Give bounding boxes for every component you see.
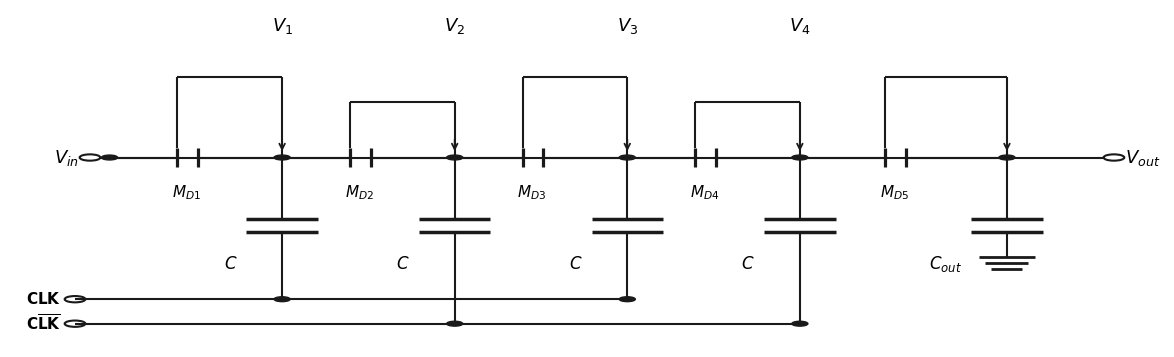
Circle shape — [446, 321, 463, 326]
Text: $V_3$: $V_3$ — [616, 16, 637, 36]
Circle shape — [446, 155, 463, 160]
Circle shape — [274, 155, 290, 160]
Circle shape — [101, 155, 117, 160]
Text: $V_{in}$: $V_{in}$ — [54, 147, 79, 167]
Text: $V_{out}$: $V_{out}$ — [1126, 147, 1161, 167]
Text: $M_{D1}$: $M_{D1}$ — [173, 184, 201, 202]
Text: $C$: $C$ — [569, 256, 582, 273]
Text: $M_{D2}$: $M_{D2}$ — [345, 184, 373, 202]
Text: $V_4$: $V_4$ — [789, 16, 810, 36]
Circle shape — [999, 155, 1016, 160]
Text: $C$: $C$ — [224, 256, 237, 273]
Text: $M_{D3}$: $M_{D3}$ — [518, 184, 546, 202]
Text: $C$: $C$ — [397, 256, 410, 273]
Circle shape — [619, 297, 635, 302]
Circle shape — [619, 155, 635, 160]
Text: $\mathbf{C\overline{LK}}$: $\mathbf{C\overline{LK}}$ — [26, 314, 61, 334]
Text: $C$: $C$ — [742, 256, 755, 273]
Circle shape — [791, 155, 808, 160]
Text: $M_{D4}$: $M_{D4}$ — [689, 184, 720, 202]
Text: $V_2$: $V_2$ — [444, 16, 465, 36]
Circle shape — [274, 297, 290, 302]
Text: $M_{D5}$: $M_{D5}$ — [879, 184, 909, 202]
Circle shape — [791, 321, 808, 326]
Text: $V_1$: $V_1$ — [271, 16, 292, 36]
Text: $\mathbf{CLK}$: $\mathbf{CLK}$ — [26, 291, 61, 307]
Text: $C_{out}$: $C_{out}$ — [929, 254, 962, 274]
